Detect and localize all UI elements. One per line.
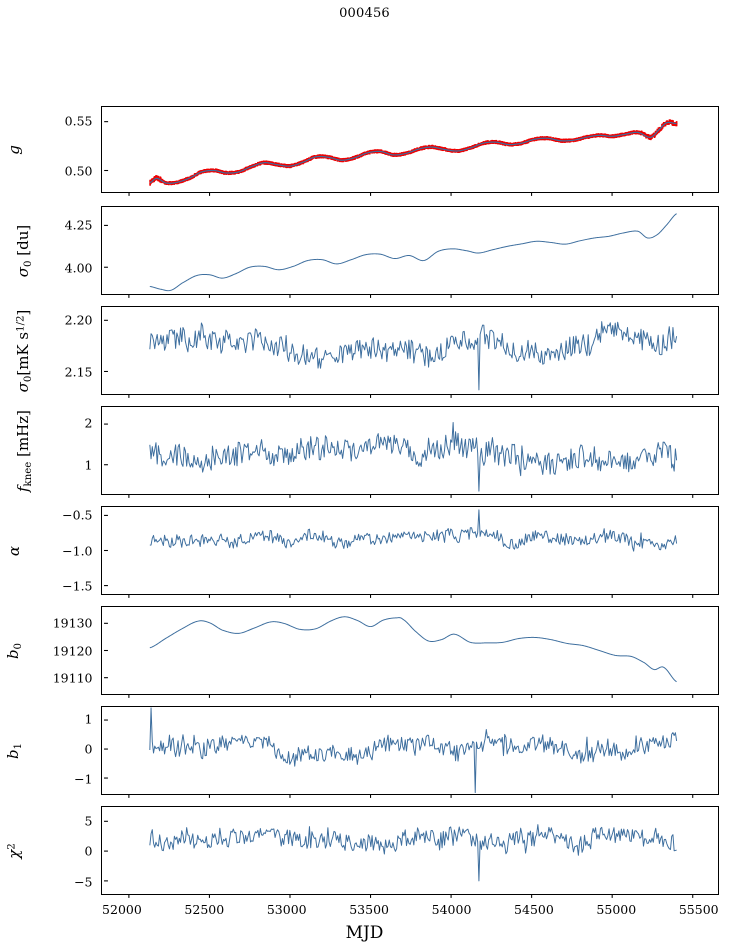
ytick-label-fknee-1: 2 <box>84 415 93 431</box>
x-tickmarks <box>127 894 693 898</box>
plot-panel-sigma0-mk <box>100 306 719 398</box>
xtick-label-4: 54000 <box>431 902 472 917</box>
plot-panel-gain <box>100 106 719 196</box>
x-tickmarks <box>127 192 693 196</box>
series-line-b1 <box>148 707 677 794</box>
ytick-label-b0-1: 19120 <box>52 643 93 658</box>
ytick-label-sigma0-du-1: 4.25 <box>64 217 93 233</box>
ytick-label-sigma0-mk-0: 2.15 <box>64 364 93 380</box>
y-axis-label-alpha: α <box>5 545 23 556</box>
xtick-label-0: 52000 <box>102 902 142 917</box>
y-axis-label-gain: g <box>5 144 23 155</box>
x-axis-label: MJD <box>345 923 384 943</box>
series-line-chi2 <box>148 824 677 882</box>
ytick-label-alpha-0: −1.5 <box>62 578 93 594</box>
y-tickmarks <box>103 622 108 679</box>
ytick-label-alpha-1: −1.0 <box>62 543 93 558</box>
xtick-label-3: 53500 <box>349 902 389 917</box>
xtick-label-1: 52500 <box>184 902 225 917</box>
ytick-label-fknee-0: 1 <box>84 457 93 473</box>
y-axis-label-b0: b0 <box>4 642 24 659</box>
plot-panel-b1 <box>100 706 719 798</box>
y-axis-label-fknee: fknee [mHz] <box>14 409 34 492</box>
gain-scatter-points <box>148 119 677 186</box>
xtick-label-6: 55000 <box>596 902 637 917</box>
ytick-label-b0-2: 19130 <box>52 615 93 631</box>
plot-panel-b0 <box>100 606 719 698</box>
xtick-label-2: 53000 <box>266 902 307 917</box>
plot-panel-chi2 <box>100 806 719 898</box>
series-line-alpha <box>149 509 677 552</box>
ytick-label-chi2-2: 5 <box>84 813 93 829</box>
series-line-sigma0-mk <box>148 321 677 391</box>
ytick-label-sigma0-du-0: 4.00 <box>64 260 93 276</box>
y-axis-label-sigma0-mk: σ0[mK s1/2] <box>14 309 34 392</box>
y-tickmarks <box>103 121 108 172</box>
y-tickmarks <box>103 319 108 373</box>
ytick-label-gain-1: 0.55 <box>64 113 93 129</box>
xtick-label-5: 54500 <box>514 902 554 917</box>
ytick-label-b1-2: 1 <box>84 711 93 727</box>
y-axis-label-chi2: χ2 <box>5 842 23 859</box>
y-axis-label-sigma0-du: σ0 [du] <box>14 224 34 277</box>
ytick-label-b0-0: 19110 <box>52 670 93 686</box>
ytick-label-sigma0-mk-1: 2.20 <box>64 312 93 328</box>
ytick-label-b1-0: −1 <box>74 771 93 787</box>
y-axis-label-b1: b1 <box>4 742 24 759</box>
xtick-label-7: 55500 <box>678 902 719 917</box>
figure-title: 000456 <box>339 6 390 21</box>
x-tickmarks <box>127 594 693 598</box>
y-tickmarks <box>103 719 108 779</box>
x-tickmarks <box>127 294 693 298</box>
y-tickmarks <box>103 224 108 268</box>
x-tickmarks <box>127 694 693 698</box>
y-tickmarks <box>103 514 108 587</box>
series-line-sigma0-du <box>149 213 677 292</box>
ytick-label-b1-1: 0 <box>84 741 93 757</box>
gain-smooth-line <box>149 121 677 184</box>
x-tickmarks <box>127 794 693 798</box>
series-line-fknee <box>148 422 677 492</box>
series-line-b0 <box>149 616 677 683</box>
plot-panel-fknee <box>100 406 719 498</box>
ytick-label-gain-0: 0.50 <box>64 163 93 179</box>
y-tickmarks <box>103 820 108 882</box>
x-tickmarks <box>127 394 693 398</box>
ytick-label-alpha-2: −0.5 <box>62 507 93 523</box>
plot-panel-sigma0-du <box>100 206 719 298</box>
plot-panel-alpha <box>100 506 719 598</box>
x-tickmarks <box>127 494 693 498</box>
ytick-label-chi2-0: −5 <box>74 874 93 890</box>
y-tickmarks <box>103 423 108 466</box>
ytick-label-chi2-1: 0 <box>84 843 93 859</box>
